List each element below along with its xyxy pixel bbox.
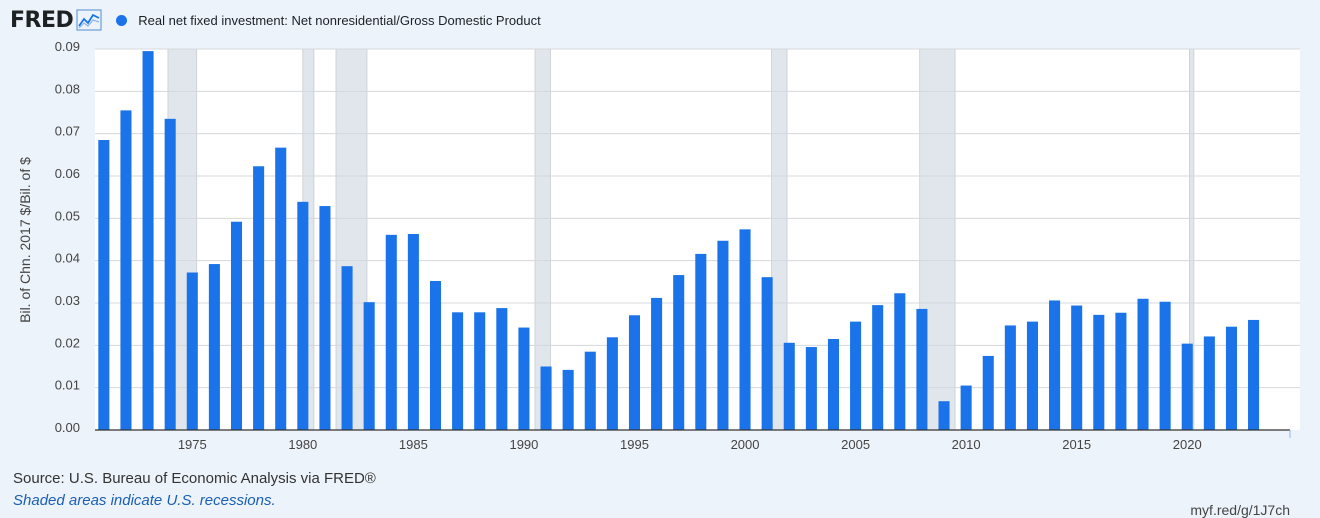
bar-2001 <box>761 277 773 430</box>
y-tick-label-0.02: 0.02 <box>55 335 80 350</box>
bar-1974 <box>164 118 176 430</box>
y-tick-label-0.08: 0.08 <box>55 81 80 96</box>
bar-1985 <box>407 233 419 430</box>
short-link[interactable]: myf.red/g/1J7ch <box>1190 502 1290 518</box>
bar-2021 <box>1203 336 1215 430</box>
bar-2004 <box>827 338 840 430</box>
bar-1972 <box>120 110 132 430</box>
source-text: Source: U.S. Bureau of Economic Analysis… <box>13 470 376 487</box>
bar-1992 <box>562 369 574 430</box>
y-tick-label-0.09: 0.09 <box>55 39 80 54</box>
bar-2008 <box>916 308 928 430</box>
bar-2016 <box>1093 314 1105 430</box>
bar-2005 <box>850 321 862 430</box>
bar-2019 <box>1159 301 1171 430</box>
bar-1996 <box>651 297 663 430</box>
bar-1999 <box>717 240 729 430</box>
y-tick-label-0.04: 0.04 <box>55 251 80 266</box>
bar-1988 <box>474 312 486 430</box>
bar-1979 <box>275 147 287 431</box>
bar-1994 <box>606 337 618 430</box>
bar-1971 <box>98 140 110 430</box>
legend-marker <box>116 14 128 26</box>
legend-label: Real net fixed investment: Net nonreside… <box>138 12 541 28</box>
bar-2014 <box>1049 300 1061 430</box>
y-tick-label-0.01: 0.01 <box>55 378 80 393</box>
y-tick-label-0.05: 0.05 <box>55 208 80 223</box>
bar-2013 <box>1026 321 1038 430</box>
x-tick-label-1995: 1995 <box>620 437 649 452</box>
bar-2009 <box>938 401 950 430</box>
x-tick-label-1980: 1980 <box>288 437 317 452</box>
y-tick-label-0.07: 0.07 <box>55 124 80 139</box>
fred-logo[interactable]: FRED <box>10 7 74 33</box>
y-axis-label: Bil. of Chn. 2017 $/Bil. of $ <box>17 157 33 323</box>
bar-1980 <box>297 201 309 430</box>
bar-2022 <box>1225 326 1237 430</box>
x-tick-label-2015: 2015 <box>1062 437 1091 452</box>
x-tick-label-2010: 2010 <box>952 437 981 452</box>
bar-2011 <box>982 355 994 430</box>
bar-1986 <box>429 280 442 430</box>
bar-chart: 0.00 0.01 0.02 0.03 0.04 0.05 0.06 0.07 0.08 0.09… <box>17 39 1300 452</box>
bar-1995 <box>628 315 641 430</box>
y-tick-label-0.00: 0.00 <box>55 420 80 435</box>
bar-1989 <box>496 308 508 430</box>
bar-2010 <box>960 385 972 430</box>
x-tick-label-1985: 1985 <box>399 437 428 452</box>
bar-2020 <box>1181 343 1193 430</box>
axes: 0.00 0.01 0.02 0.03 0.04 0.05 0.06 0.07 0.08 0.09… <box>55 39 1291 452</box>
header: FRED Real net fixed investment: Net nonr… <box>10 6 541 34</box>
y-tick-label-0.03: 0.03 <box>55 293 80 308</box>
bar-1983 <box>363 302 375 430</box>
bar-2018 <box>1137 298 1149 430</box>
recession-note: Shaded areas indicate U.S. recessions. <box>13 492 276 509</box>
bar-2017 <box>1115 312 1127 430</box>
x-tick-label-1975: 1975 <box>178 437 207 452</box>
bar-1997 <box>673 275 685 430</box>
bar-2023 <box>1248 319 1260 430</box>
bar-2012 <box>1004 325 1016 430</box>
bar-1982 <box>341 266 353 430</box>
bar-1976 <box>208 264 220 430</box>
x-tick-label-2005: 2005 <box>841 437 870 452</box>
recession-shading <box>167 48 1195 431</box>
bar-1993 <box>584 351 596 430</box>
bar-2007 <box>894 293 906 430</box>
bar-1975 <box>186 272 198 430</box>
bar-1984 <box>385 234 397 430</box>
bar-1991 <box>540 366 552 430</box>
line-chart-icon <box>76 9 102 31</box>
y-tick-label-0.06: 0.06 <box>55 166 80 181</box>
x-tick-label-2020: 2020 <box>1173 437 1202 452</box>
bar-2003 <box>805 347 817 430</box>
bar-1987 <box>452 312 464 430</box>
bar-1977 <box>230 221 243 430</box>
x-tick-label-1990: 1990 <box>509 437 538 452</box>
bar-2000 <box>739 229 751 430</box>
bar-1998 <box>695 253 707 430</box>
bar-1973 <box>142 51 154 430</box>
bar-1978 <box>253 166 265 430</box>
bar-2002 <box>783 342 795 430</box>
chart-legend: Real net fixed investment: Net nonreside… <box>116 12 541 28</box>
bar-2006 <box>872 305 884 430</box>
x-tick-label-2000: 2000 <box>731 437 760 452</box>
bar-1990 <box>518 327 530 430</box>
bars <box>98 51 1260 431</box>
bar-2015 <box>1071 305 1083 430</box>
bar-1981 <box>319 206 331 430</box>
